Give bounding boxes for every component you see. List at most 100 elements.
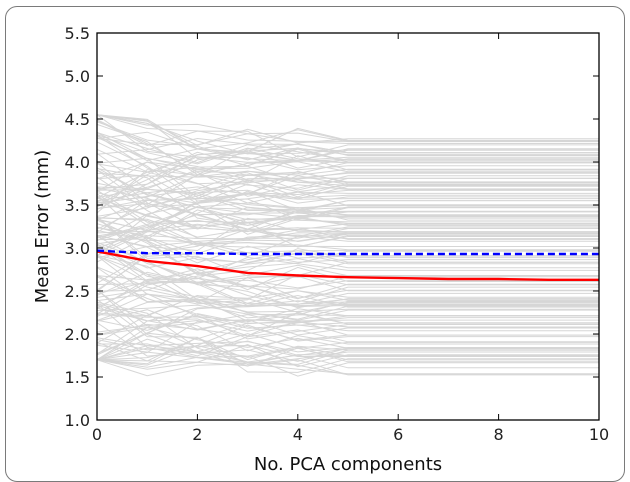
individual-error-curves xyxy=(96,114,599,377)
y-axis-label: Mean Error (mm) xyxy=(32,150,53,303)
individual-curve xyxy=(96,135,599,204)
individual-curve xyxy=(96,261,599,296)
individual-curve xyxy=(96,250,599,291)
individual-curve xyxy=(96,195,599,263)
individual-curve xyxy=(96,337,599,366)
dashed-mean-curve xyxy=(96,249,599,256)
individual-curve xyxy=(96,304,599,336)
summary-curves xyxy=(96,249,599,281)
individual-curve xyxy=(96,338,599,362)
individual-curve xyxy=(96,114,599,171)
individual-curve xyxy=(96,161,599,180)
x-tick-label: 6 xyxy=(393,425,403,444)
individual-curve xyxy=(96,234,599,263)
individual-curve xyxy=(96,243,599,269)
x-axis-label: No. PCA components xyxy=(254,454,442,474)
individual-curve xyxy=(96,303,599,354)
individual-curve xyxy=(96,206,599,239)
y-tick-label: 3.0 xyxy=(65,239,90,258)
individual-curve xyxy=(96,168,599,204)
individual-curve xyxy=(96,209,599,241)
individual-curve xyxy=(96,217,599,259)
individual-curve xyxy=(96,183,599,242)
individual-curve xyxy=(96,322,599,369)
y-tick-label: 3.5 xyxy=(65,196,90,215)
individual-curve xyxy=(96,114,599,142)
individual-curve xyxy=(96,289,599,304)
individual-curve xyxy=(96,190,599,245)
individual-curve xyxy=(96,298,599,373)
individual-curve xyxy=(96,201,599,240)
y-tick-label: 4.5 xyxy=(65,110,90,129)
individual-curve xyxy=(96,303,599,377)
y-tick-label: 2.5 xyxy=(65,282,90,301)
individual-curve xyxy=(96,344,599,365)
individual-curve xyxy=(96,254,599,313)
individual-curve xyxy=(96,248,599,315)
individual-curve xyxy=(96,343,599,370)
plot-area-border xyxy=(96,32,600,421)
individual-curve xyxy=(96,337,599,356)
y-tick-label: 1.0 xyxy=(65,411,90,430)
individual-curve xyxy=(96,121,599,163)
individual-curve xyxy=(96,134,599,162)
individual-curve xyxy=(96,339,599,357)
individual-curve xyxy=(96,312,599,352)
individual-curve xyxy=(96,168,599,226)
individual-curve xyxy=(96,235,599,292)
individual-curve xyxy=(96,157,599,183)
individual-curve xyxy=(96,212,599,234)
individual-curve xyxy=(96,347,599,367)
individual-curve xyxy=(96,114,599,160)
x-axis-ticks: 0 2 4 6 8 10 xyxy=(92,33,609,444)
individual-curve xyxy=(96,273,599,317)
individual-curve xyxy=(96,314,599,361)
individual-curve xyxy=(96,225,599,248)
individual-curve xyxy=(96,141,599,221)
individual-curve xyxy=(96,290,599,344)
individual-curve xyxy=(96,132,599,164)
individual-curve xyxy=(96,167,599,207)
individual-curve xyxy=(96,114,599,143)
individual-curve xyxy=(96,137,599,209)
individual-curve xyxy=(96,158,599,193)
individual-curve xyxy=(96,119,599,197)
x-tick-label: 0 xyxy=(92,425,102,444)
individual-curve xyxy=(96,243,599,307)
y-axis-ticks: 1.0 1.5 2.0 2.5 3.0 3.5 4.0 4.5 5.0 5.5 xyxy=(65,24,599,430)
individual-curve xyxy=(96,189,599,248)
x-tick-label: 2 xyxy=(192,425,202,444)
individual-curve xyxy=(96,359,599,377)
x-tick-label: 10 xyxy=(589,425,609,444)
individual-curve xyxy=(96,218,599,251)
individual-curve xyxy=(96,114,599,156)
individual-curve xyxy=(96,216,599,278)
individual-curve xyxy=(96,148,599,190)
individual-curve xyxy=(96,114,599,146)
individual-curve xyxy=(96,147,599,208)
individual-curve xyxy=(96,114,599,162)
x-tick-label: 4 xyxy=(293,425,303,444)
individual-curve xyxy=(96,255,599,321)
individual-curve xyxy=(96,156,599,203)
individual-curve xyxy=(96,174,599,205)
individual-curve xyxy=(96,217,599,245)
x-tick-label: 8 xyxy=(494,425,504,444)
individual-curve xyxy=(96,120,599,158)
individual-curve xyxy=(96,132,599,198)
y-tick-label: 1.5 xyxy=(65,368,90,387)
individual-curve xyxy=(96,337,599,365)
individual-curve xyxy=(96,161,599,203)
individual-curve xyxy=(96,267,599,325)
y-tick-label: 4.0 xyxy=(65,153,90,172)
individual-curve xyxy=(96,293,599,323)
individual-curve xyxy=(96,196,599,227)
y-tick-label: 5.5 xyxy=(65,24,90,43)
individual-curve xyxy=(96,319,599,361)
individual-curve xyxy=(96,356,599,376)
individual-curve xyxy=(96,271,599,300)
individual-curve xyxy=(96,192,599,249)
individual-curve xyxy=(96,289,599,349)
solid-mean-curve xyxy=(96,250,599,281)
